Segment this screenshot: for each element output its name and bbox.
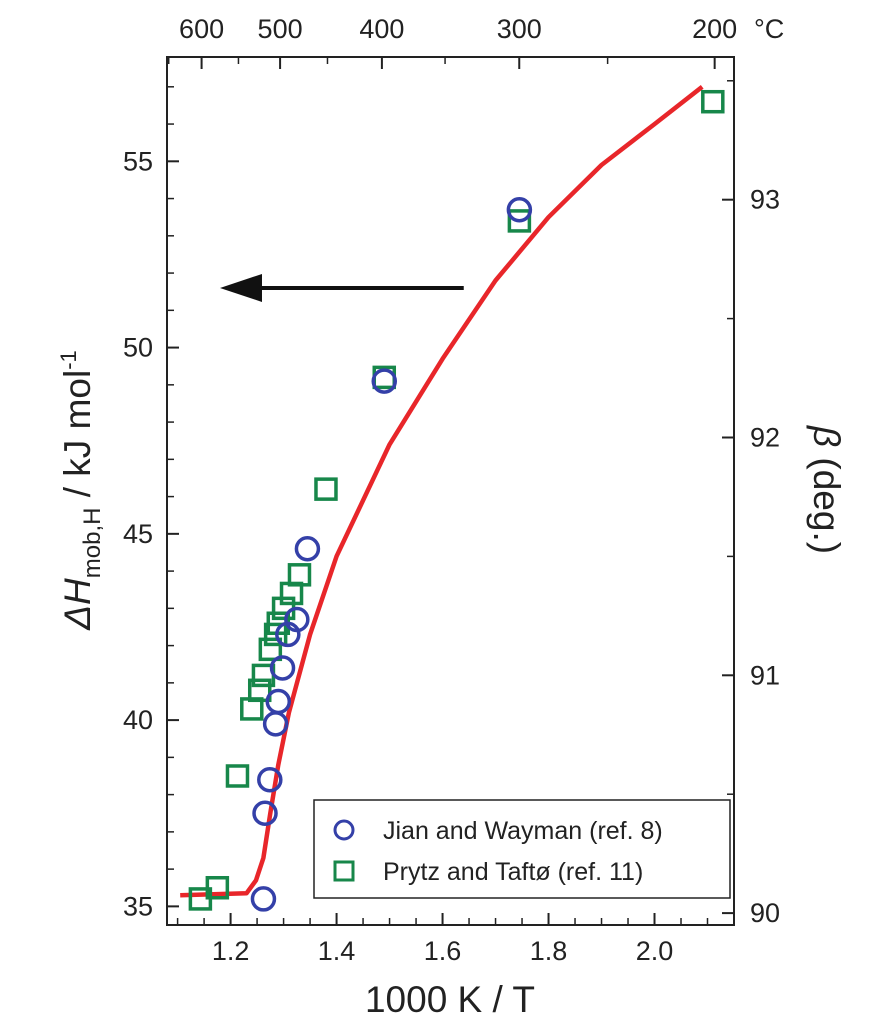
y-left-tick-label: 35 bbox=[123, 891, 153, 921]
y-right-tick-label: 91 bbox=[750, 660, 780, 690]
y-left-title-superscript: -1 bbox=[56, 350, 81, 370]
arrow-head-icon bbox=[219, 273, 262, 302]
prytz-tafto-point bbox=[271, 596, 296, 621]
top-tick-label: 600 bbox=[179, 14, 224, 44]
prytz-tafto-point bbox=[507, 209, 532, 233]
legend-label-jian-wayman: Jian and Wayman (ref. 8) bbox=[383, 817, 663, 845]
jian-wayman-point bbox=[265, 688, 292, 715]
y-left-tick-label: 45 bbox=[123, 519, 153, 549]
y-left-title-symbol: ΔH bbox=[57, 578, 98, 631]
prytz-tafto-point bbox=[225, 764, 250, 788]
top-tick-label: 400 bbox=[359, 14, 404, 44]
legend-circle-marker-icon bbox=[333, 819, 355, 841]
direction-arrow bbox=[219, 273, 464, 302]
y-axis-title-left: ΔHmob,H / kJ mol-1 bbox=[56, 350, 106, 631]
prytz-tafto-point bbox=[258, 637, 283, 662]
jian-wayman-point bbox=[269, 655, 296, 681]
jian-wayman-point bbox=[284, 606, 310, 633]
y-right-tick-label: 90 bbox=[750, 898, 780, 928]
x-tick-label: 1.4 bbox=[318, 936, 356, 966]
jian-wayman-point bbox=[262, 711, 289, 737]
y-right-title-unit: (deg.) bbox=[806, 447, 847, 554]
x-tick-label: 2.0 bbox=[636, 936, 674, 966]
prytz-tafto-point bbox=[247, 678, 272, 703]
top-tick-label: 300 bbox=[497, 14, 542, 44]
prytz-tafto-point bbox=[701, 89, 725, 114]
y-left-tick-label: 40 bbox=[123, 705, 153, 735]
y-left-tick-label: 50 bbox=[123, 333, 153, 363]
y-left-title-unit: / kJ mol bbox=[57, 370, 98, 508]
jian-wayman-point bbox=[371, 368, 398, 394]
y-left-tick-label: 55 bbox=[123, 146, 153, 176]
legend-label-prytz-tafto: Prytz and Taftø (ref. 11) bbox=[383, 858, 643, 886]
y-axis-title-right: β (deg.) bbox=[806, 425, 847, 554]
y-right-tick-label: 93 bbox=[750, 185, 780, 215]
top-tick-label: 200 bbox=[692, 14, 737, 44]
prytz-tafto-point bbox=[287, 563, 312, 587]
plot-frame bbox=[166, 56, 735, 926]
x-tick-label: 1.2 bbox=[212, 936, 250, 966]
x-tick-label: 1.6 bbox=[424, 936, 462, 966]
jian-wayman-point bbox=[250, 886, 277, 912]
jian-wayman-point bbox=[294, 535, 321, 562]
jian-wayman-point bbox=[506, 196, 533, 223]
y-right-title-symbol: β bbox=[806, 425, 847, 447]
x-axis-title: 1000 K / T bbox=[365, 979, 535, 1020]
jian-wayman-point bbox=[257, 766, 283, 793]
y-left-title-subscript: mob,H bbox=[79, 508, 106, 579]
top-axis-unit: °C bbox=[754, 14, 784, 44]
y-right-tick-label: 92 bbox=[750, 422, 780, 452]
prytz-tafto-point bbox=[205, 875, 230, 900]
top-tick-label: 500 bbox=[258, 14, 303, 44]
plot-marks bbox=[180, 85, 725, 912]
legend-square-marker-icon bbox=[333, 860, 355, 882]
beta-curve-line bbox=[180, 85, 704, 898]
axis-tick-labels: 1.2 1.4 1.6 1.8 2.0 35 40 45 50 55 90 91 92 93 600 500 4… bbox=[123, 14, 780, 966]
legend: Jian and Wayman (ref. 8) Prytz and Taftø… bbox=[313, 799, 731, 899]
jian-wayman-point bbox=[252, 800, 278, 826]
legend-box bbox=[313, 799, 731, 899]
prytz-tafto-point bbox=[314, 477, 338, 501]
axis-ticks bbox=[167, 57, 734, 925]
x-tick-label: 1.8 bbox=[530, 936, 568, 966]
